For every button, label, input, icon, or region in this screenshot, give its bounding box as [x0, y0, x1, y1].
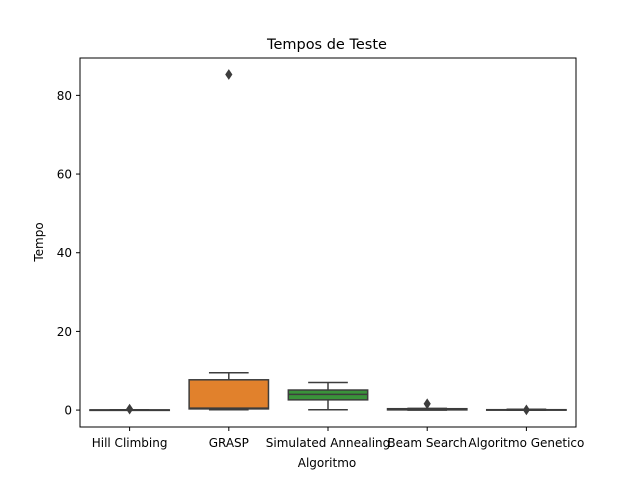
x-tick-label: Beam Search [387, 436, 467, 450]
box-group-simulated-annealing [287, 381, 369, 411]
outlier-marker [522, 404, 531, 416]
y-axis-label: Tempo [32, 222, 46, 262]
box-grasp [188, 379, 270, 410]
y-tick-label: 0 [64, 404, 72, 418]
x-tick-label: Hill Climbing [92, 436, 168, 450]
outlier-marker [225, 69, 233, 80]
box-group-hill-climbing [89, 403, 171, 415]
plot-area [89, 69, 567, 416]
y-tick-label: 60 [57, 168, 72, 182]
x-tick-label: Simulated Annealing [266, 436, 391, 450]
y-tick-label: 80 [57, 89, 72, 103]
x-tick-label: GRASP [209, 436, 249, 450]
chart-title: Tempos de Teste [266, 37, 387, 53]
outlier-marker [125, 403, 134, 415]
y-tick-label: 20 [57, 325, 72, 339]
box-group-grasp [188, 69, 270, 411]
outlier-marker [423, 398, 431, 410]
axes: 0 20 40 60 80 Hill Climbing GRASP Simulated Ann… [57, 57, 584, 450]
box-group-algoritmo-genetico [485, 404, 567, 416]
x-axis-label: Algoritmo [298, 456, 357, 470]
x-tick-label: Algoritmo Genetico [468, 436, 584, 450]
box-group-beam-search [386, 398, 468, 411]
y-tick-label: 40 [57, 246, 72, 260]
plot-frame [79, 57, 577, 428]
